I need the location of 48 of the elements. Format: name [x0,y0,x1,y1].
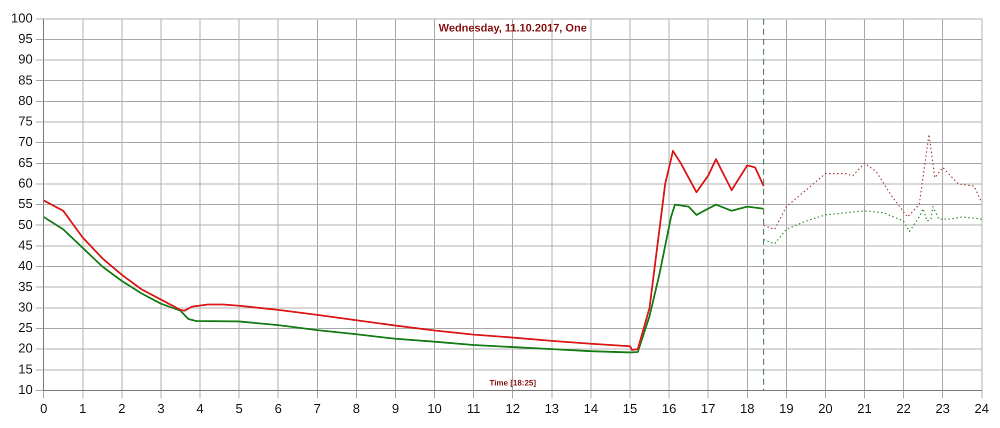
y-tick-label: 65 [18,154,33,170]
x-tick-label: 15 [622,400,638,416]
y-tick-label: 95 [18,31,33,46]
x-tick-label: 0 [40,400,48,416]
x-tick-label: 5 [236,400,243,416]
y-tick-label: 100 [10,10,33,26]
x-tick-label: 16 [662,400,676,416]
x-tick-label: 14 [584,400,598,416]
y-tick-label: 25 [18,320,33,336]
x-tick-label: 12 [505,400,520,416]
x-tick-label: 10 [427,400,442,416]
x-tick-label: 9 [392,400,400,416]
y-tick-label: 60 [18,176,33,191]
y-tick-label: 50 [18,216,33,232]
x-tick-label: 8 [352,400,360,416]
y-tick-label: 75 [18,114,33,129]
x-axis-title: Time [18:25] [489,378,536,388]
y-tick-label: 90 [18,52,33,67]
y-tick-label: 30 [18,299,33,314]
x-tick-label: 24 [974,400,990,416]
line-series [763,206,982,244]
x-tick-label: 7 [314,400,321,416]
y-tick-label: 35 [18,278,33,294]
x-tick-label: 11 [466,400,480,416]
x-tick-label: 20 [818,400,833,416]
x-tick-label: 4 [196,400,204,416]
y-tick-label: 40 [18,258,33,274]
y-tick-label: 20 [18,340,33,356]
x-tick-label: 19 [779,400,794,416]
x-tick-label: 23 [935,400,950,416]
x-tick-label: 3 [157,400,165,416]
line-series [763,134,982,230]
y-tick-label: 70 [18,134,33,150]
x-tick-label: 21 [857,400,872,416]
x-tick-label: 2 [118,400,126,416]
y-tick-label: 85 [18,72,33,88]
y-tick-label: 55 [18,196,33,212]
y-tick-label: 15 [18,361,33,376]
x-tick-label: 13 [544,400,560,416]
y-tick-label: 45 [18,237,33,252]
y-tick-label: 80 [18,92,33,108]
x-tick-label: 6 [274,400,282,416]
chart-title: Wednesday, 11.10.2017, One [438,22,587,34]
y-tick-label: 10 [18,382,33,397]
x-tick-label: 18 [740,400,754,416]
x-tick-label: 17 [700,400,716,416]
x-tick-label: 1 [79,400,86,416]
x-tick-label: 22 [896,400,911,416]
